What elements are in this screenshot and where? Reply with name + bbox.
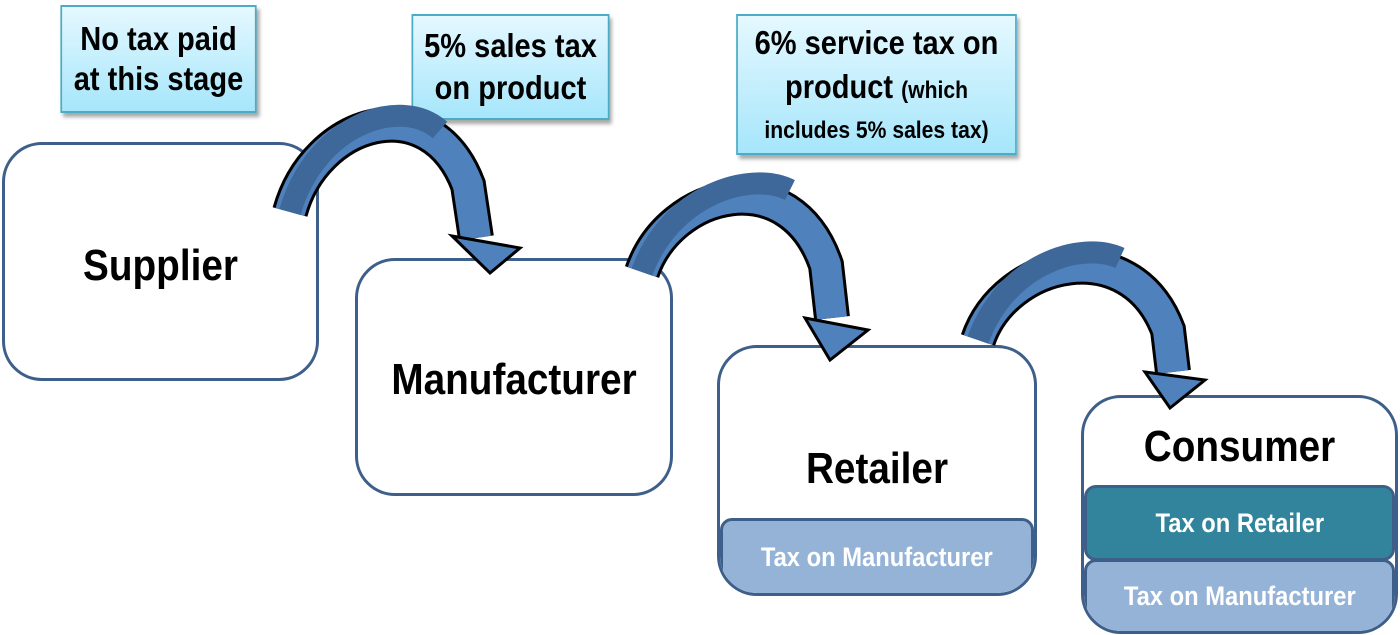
note-supplier-line1: No tax paid: [80, 20, 237, 57]
band-label: Tax on Retailer: [1155, 507, 1324, 538]
arrow-retailer-to-consumer: [960, 241, 1209, 411]
note-supplier-line2: at this stage: [73, 60, 244, 97]
note-retailer-line2-small: (which: [901, 76, 969, 104]
stage-consumer: Consumer Tax on Retailer Tax on Manufact…: [1081, 395, 1398, 634]
note-manufacturer: 5% sales tax on product: [411, 14, 610, 120]
band-label: Tax on Manufacturer: [761, 541, 993, 572]
arrow-supplier-to-manufacturer: [272, 104, 524, 276]
stage-retailer: Retailer Tax on Manufacturer: [717, 345, 1037, 596]
note-supplier: No tax paid at this stage: [60, 5, 257, 113]
note-retailer-line3: includes 5% sales tax): [764, 116, 989, 144]
stage-consumer-label: Consumer: [1143, 422, 1336, 471]
note-retailer-line2: product: [784, 67, 894, 105]
band-tax-on-manufacturer: Tax on Manufacturer: [1084, 559, 1395, 631]
note-manufacturer-line2: on product: [434, 69, 587, 106]
stage-supplier-label: Supplier: [83, 241, 238, 290]
stage-supplier: Supplier: [2, 142, 319, 381]
band-tax-on-manufacturer: Tax on Manufacturer: [720, 518, 1034, 593]
band-label: Tax on Manufacturer: [1123, 581, 1356, 611]
stage-manufacturer: Manufacturer: [355, 258, 673, 496]
arrow-manufacturer-to-retailer: [624, 172, 872, 363]
note-retailer-line1: 6% service tax on: [754, 23, 999, 61]
note-manufacturer-line1: 5% sales tax: [424, 27, 597, 64]
stage-retailer-label: Retailer: [805, 444, 949, 493]
note-retailer: 6% service tax on product (which include…: [736, 14, 1017, 155]
stage-manufacturer-label: Manufacturer: [391, 355, 637, 404]
